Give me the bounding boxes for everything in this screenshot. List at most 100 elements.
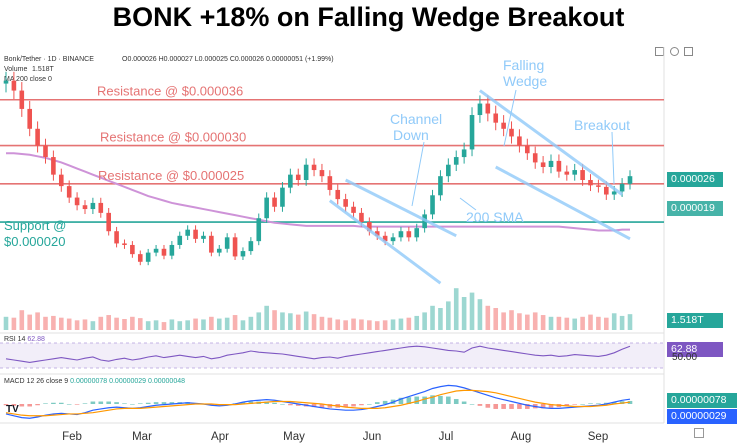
candle-body xyxy=(477,103,483,116)
macd-histogram-bar xyxy=(145,402,151,404)
wedge-lower-line xyxy=(495,165,631,241)
candle-body xyxy=(461,149,467,158)
macd-histogram-bar xyxy=(27,404,32,407)
macd-histogram-bar xyxy=(3,404,9,406)
macd-histogram-bar xyxy=(351,404,356,407)
volume-bar xyxy=(556,316,562,330)
volume-bar xyxy=(477,299,483,330)
candle-body xyxy=(525,145,530,154)
volume-bar xyxy=(453,288,459,330)
sma-200-label: 200 SMA xyxy=(466,209,524,225)
macd-histogram-bar xyxy=(161,402,167,404)
macd-histogram-bar xyxy=(611,402,617,404)
camera-icon[interactable] xyxy=(684,47,693,56)
resistance-label: Resistance @ $0.000025 xyxy=(98,168,244,183)
channel-down-label-line1: Channel xyxy=(390,111,442,127)
candle-body xyxy=(209,235,214,253)
candle-body xyxy=(406,231,412,238)
macd-histogram-bar xyxy=(596,403,601,404)
volume-bar xyxy=(272,310,277,330)
candle-body xyxy=(295,174,301,180)
volume-bar xyxy=(611,313,617,330)
macd-histogram-bar xyxy=(604,402,609,404)
volume-bar xyxy=(438,308,443,330)
macd-histogram-bar xyxy=(501,404,506,409)
resistance-label: Resistance @ $0.000036 xyxy=(97,84,243,99)
candle-body xyxy=(627,176,633,184)
volume-bar xyxy=(280,312,285,330)
volume-bar xyxy=(19,310,25,330)
volume-bar xyxy=(137,318,143,330)
macd-histogram-bar xyxy=(82,403,88,404)
candle-body xyxy=(11,80,17,91)
goto-date-icon[interactable] xyxy=(694,428,704,438)
macd-histogram-bar xyxy=(572,404,578,405)
volume-bar xyxy=(548,316,554,330)
candle-body xyxy=(564,171,570,175)
macd-histogram-bar xyxy=(406,397,412,404)
macd-histogram-bar xyxy=(540,404,546,409)
volume-bar xyxy=(351,318,356,330)
x-axis-tick-label: May xyxy=(283,431,305,443)
volume-bar xyxy=(3,316,9,330)
volume-bar xyxy=(619,315,625,330)
x-axis-tick-label: Jul xyxy=(439,431,454,443)
macd-histogram-bar xyxy=(137,403,143,404)
volume-bar xyxy=(398,318,404,330)
macd-histogram-bar xyxy=(469,404,475,405)
macd-histogram-bar xyxy=(66,404,72,405)
macd-histogram-bar xyxy=(130,404,135,405)
macd-histogram-bar xyxy=(240,402,246,404)
candle-body xyxy=(114,231,119,244)
volume-bar xyxy=(145,321,151,330)
candle-body xyxy=(280,187,285,207)
macd-histogram-bar xyxy=(43,403,48,404)
macd-histogram-bar xyxy=(359,404,364,406)
macd-histogram-bar xyxy=(74,404,80,405)
volume-bar xyxy=(343,320,348,330)
candle-body xyxy=(169,244,175,256)
sma-200-line xyxy=(6,152,630,232)
candle-body xyxy=(540,162,546,168)
volume-bar xyxy=(153,320,159,330)
volume-bar xyxy=(51,315,56,330)
volume-bar xyxy=(572,318,578,330)
volume-bar xyxy=(11,317,17,330)
macd-histogram-bar xyxy=(461,401,467,404)
symbol-title[interactable]: Bonk/Tether · 1D · BINANCE xyxy=(4,56,94,63)
macd-histogram-bar xyxy=(209,404,214,406)
macd-histogram-bar xyxy=(588,403,593,404)
last-price-label: 0.000026 xyxy=(667,172,723,187)
chart-headline: BONK +18% on Falling Wedge Breakout xyxy=(112,2,625,32)
candle-body xyxy=(493,113,499,123)
macd-histogram-bar xyxy=(51,402,56,404)
candle-body xyxy=(311,164,317,171)
volume-bar xyxy=(232,315,238,330)
macd-histogram-bar xyxy=(295,404,301,406)
candle-body xyxy=(185,229,190,236)
volume-bar xyxy=(209,316,214,330)
candle-body xyxy=(137,254,143,262)
channel-down-label-line2: Down xyxy=(393,127,429,143)
volume-bar xyxy=(90,321,96,330)
settings-icon[interactable] xyxy=(670,47,679,56)
macd-histogram-bar xyxy=(122,403,127,404)
volume-legend-label: Volume xyxy=(4,66,28,73)
candle-body xyxy=(359,212,364,223)
volume-bar xyxy=(604,317,609,330)
sma-pointer xyxy=(459,197,477,211)
candle-body xyxy=(596,185,601,187)
volume-legend-value: 1.518T xyxy=(32,66,54,73)
rsi-line xyxy=(5,345,631,363)
x-axis-tick-label: Aug xyxy=(511,431,531,443)
ma-legend: MA 200 close 0 xyxy=(4,76,52,83)
macd-histogram-bar xyxy=(280,404,285,405)
candle-body xyxy=(216,248,222,253)
falling-wedge-label-line2: Wedge xyxy=(503,73,547,89)
x-axis-tick-label: Feb xyxy=(62,431,82,443)
candle-body xyxy=(35,128,40,146)
x-axis-tick-label: Mar xyxy=(132,431,152,443)
candle-body xyxy=(224,237,230,249)
candle-body xyxy=(453,157,459,165)
candle-body xyxy=(161,248,167,256)
